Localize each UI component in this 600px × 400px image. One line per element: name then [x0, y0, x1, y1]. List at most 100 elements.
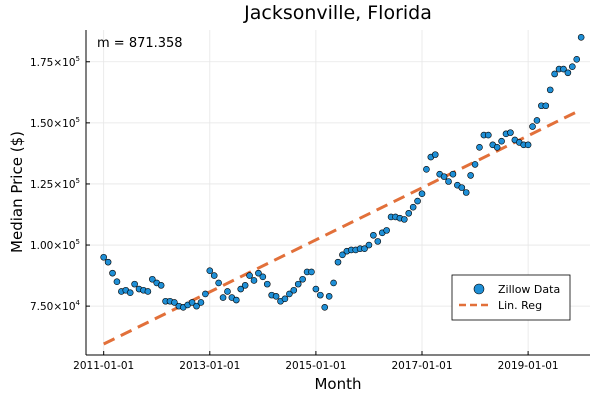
- x-axis-title: Month: [314, 375, 361, 393]
- x-ticks: 2011-01-01 2013-01-01 2015-01-01 2017-01-01…: [73, 351, 559, 372]
- y-tick-label: 1.25×105: [30, 177, 80, 191]
- legend-box: [451, 274, 571, 321]
- data-point: [237, 285, 245, 293]
- data-point: [188, 299, 196, 306]
- legend: Zillow Data Lin. Reg: [451, 274, 571, 321]
- data-point: [405, 209, 413, 217]
- data-point: [321, 304, 329, 311]
- data-point: [401, 216, 408, 223]
- data-point: [317, 291, 324, 299]
- data-point: [197, 299, 205, 306]
- x-tick-label: 2013-01-01: [179, 360, 240, 372]
- data-point: [259, 273, 267, 281]
- y-tick-label: 7.50×104: [30, 299, 81, 313]
- legend-label-regression: Lin. Reg: [498, 299, 542, 312]
- data-point: [286, 290, 293, 298]
- data-point: [546, 86, 554, 94]
- legend-label-scatter: Zillow Data: [498, 283, 560, 296]
- data-point: [224, 288, 231, 295]
- data-point: [462, 189, 470, 196]
- x-tick-label: 2015-01-01: [285, 360, 346, 372]
- data-point: [294, 280, 302, 288]
- data-point: [414, 197, 421, 205]
- data-point: [250, 277, 258, 284]
- data-point: [126, 289, 134, 296]
- data-point: [113, 278, 121, 285]
- x-tick-label: 2019-01-01: [498, 360, 559, 372]
- y-tick-mantissa: 1.00×10: [30, 240, 76, 252]
- legend-marker-scatter: [473, 283, 485, 295]
- data-point: [193, 302, 200, 310]
- y-tick-label: 1.75×105: [30, 55, 80, 69]
- y-tick-exponent: 5: [76, 55, 80, 63]
- data-point: [312, 285, 320, 293]
- x-tick-label: 2011-01-01: [73, 360, 134, 372]
- data-point: [370, 231, 377, 239]
- data-point: [325, 293, 333, 300]
- y-tick-exponent: 5: [76, 238, 80, 246]
- data-point: [533, 117, 541, 124]
- y-tick-label: 1.50×105: [30, 116, 80, 130]
- y-tick-exponent: 5: [76, 116, 80, 124]
- data-point: [246, 272, 253, 279]
- data-point: [423, 165, 430, 173]
- y-tick-mantissa: 1.25×10: [30, 179, 76, 191]
- data-point: [233, 296, 240, 304]
- data-point: [529, 123, 536, 130]
- data-point: [573, 56, 581, 63]
- data-point: [131, 280, 138, 288]
- data-point: [383, 227, 390, 234]
- data-point: [219, 294, 227, 301]
- data-point: [458, 184, 466, 191]
- data-point: [339, 251, 346, 259]
- data-point: [281, 295, 289, 303]
- axes: [85, 30, 590, 356]
- y-tick-mantissa: 7.50×10: [30, 301, 76, 313]
- data-point: [418, 190, 426, 198]
- data-point: [524, 141, 532, 149]
- data-point: [171, 299, 178, 306]
- data-point: [493, 143, 501, 151]
- data-point: [334, 258, 342, 266]
- data-point: [467, 172, 474, 179]
- scatter-layer: [100, 34, 585, 311]
- data-point: [149, 275, 156, 283]
- data-point: [577, 34, 585, 41]
- y-tick-mantissa: 1.75×10: [30, 57, 76, 69]
- data-point: [374, 238, 382, 245]
- data-point: [299, 275, 306, 283]
- data-point: [569, 63, 576, 70]
- data-point: [409, 203, 417, 211]
- chart-title: Jacksonville, Florida: [243, 2, 432, 24]
- y-axis-title: Median Price ($): [8, 131, 26, 253]
- data-point: [431, 151, 439, 158]
- data-point: [485, 131, 492, 139]
- y-tick-mantissa: 1.50×10: [30, 118, 76, 130]
- data-point: [144, 288, 152, 295]
- data-point: [255, 269, 262, 277]
- grid: [86, 30, 590, 355]
- data-point: [109, 269, 116, 277]
- data-point: [206, 267, 214, 274]
- data-point: [202, 290, 209, 298]
- data-point: [449, 170, 457, 178]
- y-tick-exponent: 4: [76, 299, 81, 307]
- data-point: [551, 70, 558, 78]
- data-point: [100, 253, 107, 261]
- x-tick-label: 2017-01-01: [391, 360, 452, 372]
- data-point: [290, 286, 298, 294]
- data-point: [330, 279, 337, 287]
- data-point: [440, 173, 448, 180]
- y-tick-exponent: 5: [76, 177, 80, 185]
- data-point: [471, 161, 479, 168]
- data-point: [241, 282, 249, 289]
- data-point: [476, 143, 483, 151]
- data-point: [361, 245, 368, 253]
- data-point: [210, 272, 218, 279]
- data-point: [157, 282, 165, 289]
- data-point: [542, 102, 550, 110]
- data-point: [308, 268, 315, 276]
- data-point: [272, 293, 280, 300]
- data-point: [560, 65, 567, 73]
